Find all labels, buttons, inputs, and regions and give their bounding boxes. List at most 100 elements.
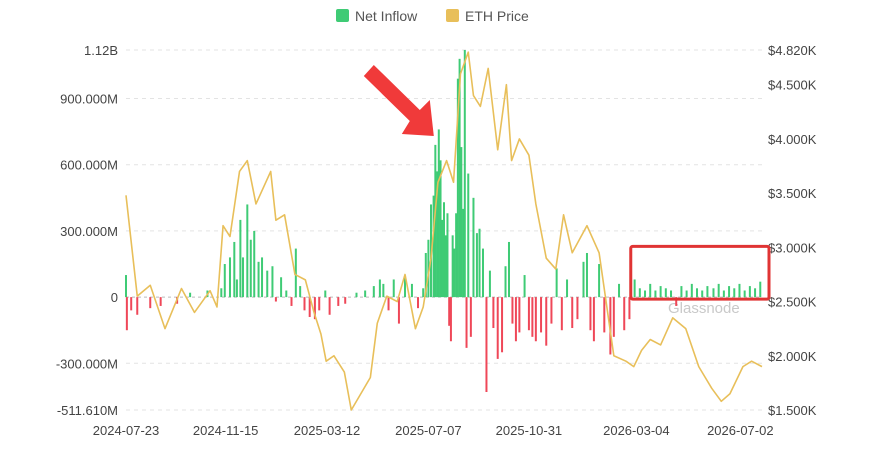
net-inflow-bar bbox=[437, 129, 440, 298]
net-inflow-bar bbox=[523, 275, 526, 298]
net-inflow-bars bbox=[125, 50, 762, 392]
highlight-box bbox=[629, 244, 771, 301]
left-axis-tick-label: 0 bbox=[111, 290, 118, 305]
net-inflow-bar bbox=[638, 288, 641, 298]
net-inflow-bar bbox=[294, 248, 297, 298]
net-inflow-bar bbox=[280, 277, 283, 298]
right-axis-tick-label: $1.500K bbox=[768, 403, 817, 418]
net-inflow-bar bbox=[149, 297, 152, 309]
net-inflow-bar bbox=[748, 286, 751, 298]
net-inflow-bar bbox=[125, 275, 127, 298]
net-inflow-bar bbox=[467, 173, 470, 298]
net-inflow-bar bbox=[675, 297, 678, 306]
net-inflow-bar bbox=[623, 297, 626, 331]
net-inflow-bar bbox=[125, 297, 128, 331]
net-inflow-bar bbox=[664, 288, 667, 298]
net-inflow-bar bbox=[239, 219, 242, 298]
left-axis: 1.12B 900.000M 600.000M 300.000M 0 -300.000M -… bbox=[56, 43, 118, 418]
net-inflow-bar bbox=[313, 297, 316, 320]
net-inflow-bar bbox=[451, 235, 454, 298]
net-inflow-bar bbox=[659, 286, 662, 298]
net-inflow-bar bbox=[654, 290, 657, 298]
net-inflow-bar bbox=[130, 297, 133, 311]
net-inflow-bar bbox=[485, 297, 488, 392]
legend-label-eth-price[interactable]: ETH Price bbox=[465, 8, 529, 24]
net-inflow-bar bbox=[488, 270, 491, 298]
net-inflow-bar bbox=[603, 297, 606, 333]
net-inflow-bar bbox=[253, 230, 256, 298]
net-inflow-bar bbox=[448, 297, 451, 326]
net-inflow-bar bbox=[228, 257, 231, 298]
net-inflow-bar bbox=[475, 233, 478, 298]
net-inflow-bar bbox=[717, 283, 720, 298]
net-inflow-bar bbox=[582, 261, 585, 298]
legend-swatch-eth-price[interactable] bbox=[446, 9, 459, 22]
net-inflow-bar bbox=[492, 297, 495, 329]
right-axis-tick-label: $4.000K bbox=[768, 132, 817, 147]
net-inflow-bar bbox=[355, 292, 358, 298]
net-inflow-bar bbox=[290, 297, 293, 306]
net-inflow-bar bbox=[722, 290, 725, 298]
net-inflow-bar bbox=[266, 270, 269, 298]
legend-swatch-net-inflow[interactable] bbox=[336, 9, 349, 22]
net-inflow-bar bbox=[220, 288, 223, 298]
net-inflow-bar bbox=[501, 297, 504, 353]
net-inflow-bar bbox=[397, 297, 400, 324]
net-inflow-bar bbox=[592, 297, 595, 342]
net-inflow-bar bbox=[372, 286, 375, 298]
left-axis-tick-label: 900.000M bbox=[60, 92, 118, 107]
net-inflow-bar bbox=[633, 279, 636, 298]
net-inflow-bar bbox=[481, 248, 484, 298]
right-axis-tick-label: $3.000K bbox=[768, 240, 817, 255]
net-inflow-bar bbox=[649, 283, 652, 298]
net-inflow-bar bbox=[303, 297, 306, 311]
net-inflow-bar bbox=[417, 297, 420, 309]
net-inflow-bar bbox=[261, 257, 264, 298]
left-axis-tick-label: 600.000M bbox=[60, 158, 118, 173]
net-inflow-bar bbox=[271, 266, 274, 298]
net-inflow-bar bbox=[618, 283, 621, 298]
net-inflow-bar bbox=[257, 261, 260, 298]
net-inflow-bar bbox=[318, 297, 321, 311]
net-inflow-bar bbox=[324, 290, 327, 298]
net-inflow-bar bbox=[496, 297, 499, 359]
net-inflow-bar bbox=[540, 297, 543, 333]
net-inflow-bar bbox=[235, 279, 238, 298]
left-axis-tick-label: -300.000M bbox=[56, 356, 118, 371]
net-inflow-bar bbox=[189, 292, 192, 298]
net-inflow-bar bbox=[550, 297, 553, 324]
net-inflow-bar bbox=[436, 171, 439, 298]
annotations bbox=[363, 65, 771, 301]
net-inflow-bar bbox=[504, 266, 507, 298]
watermark: Glassnode bbox=[668, 300, 740, 317]
net-inflow-bar bbox=[422, 288, 425, 298]
net-inflow-bar bbox=[299, 286, 302, 298]
net-inflow-bar bbox=[427, 239, 430, 298]
net-inflow-bar bbox=[728, 286, 731, 298]
net-inflow-bar bbox=[527, 297, 530, 331]
net-inflow-bar bbox=[696, 288, 699, 298]
left-axis-tick-label: 1.12B bbox=[84, 43, 118, 58]
net-inflow-bar bbox=[392, 279, 395, 298]
net-inflow-bar bbox=[308, 297, 311, 317]
right-axis-tick-label: $2.000K bbox=[768, 349, 817, 364]
net-inflow-bar bbox=[378, 279, 381, 298]
net-inflow-bar bbox=[598, 264, 601, 298]
left-axis-tick-label: -511.610M bbox=[57, 403, 118, 418]
net-inflow-bar bbox=[453, 248, 456, 298]
net-inflow-bar bbox=[706, 286, 709, 298]
net-inflow-bar bbox=[680, 286, 683, 298]
legend-label-net-inflow[interactable]: Net Inflow bbox=[355, 8, 418, 24]
x-axis: 2024-07-23 2024-11-15 2025-03-12 2025-07-07… bbox=[93, 423, 774, 438]
net-inflow-bar bbox=[733, 288, 736, 298]
net-inflow-bar bbox=[274, 297, 277, 302]
net-inflow-bar bbox=[249, 239, 252, 298]
right-axis-tick-label: $3.500K bbox=[768, 186, 817, 201]
net-inflow-bar bbox=[441, 219, 444, 298]
net-inflow-bar bbox=[531, 297, 534, 337]
net-inflow-bar bbox=[159, 297, 162, 306]
net-inflow-bar bbox=[555, 268, 558, 298]
right-axis-tick-label: $4.820K bbox=[768, 43, 817, 58]
net-inflow-bar bbox=[759, 281, 762, 298]
